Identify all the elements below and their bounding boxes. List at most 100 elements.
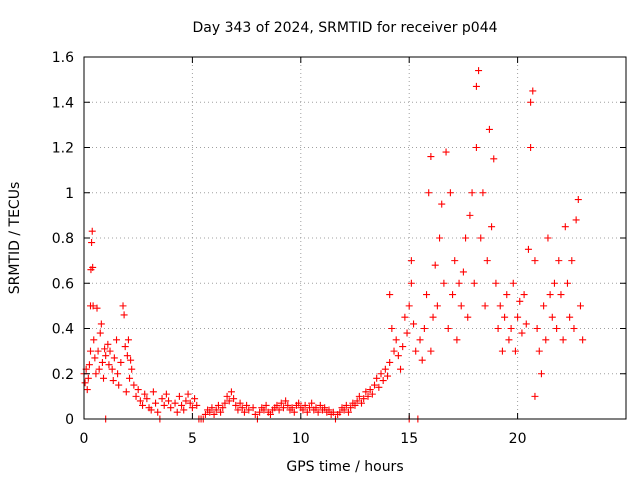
data-point [232,401,240,409]
data-point [113,336,121,344]
data-point [94,347,102,355]
data-point [154,408,162,416]
data-point [501,313,509,321]
data-point [574,196,582,204]
data-point [559,336,567,344]
data-point [119,302,127,310]
data-point [468,189,476,197]
data-point [416,336,424,344]
data-point [570,325,578,332]
data-point [366,386,374,394]
data-point [92,370,100,378]
data-point [498,347,506,355]
data-point [95,365,103,373]
data-point [93,304,101,312]
data-point [217,408,225,416]
y-tick-label: 0.6 [52,276,74,292]
data-point [557,291,565,299]
y-tick-label: 1 [65,186,74,202]
data-point [123,352,131,360]
data-point [449,291,457,299]
data-point [485,125,493,133]
data-point [384,372,392,380]
data-point [405,302,413,310]
data-point [89,302,97,310]
data-point [522,320,530,328]
x-tick-labels: 0 5 10 15 20 [80,431,527,447]
data-point [386,291,394,299]
data-point [490,155,498,163]
data-point [440,279,448,287]
data-point [240,408,248,416]
data-point [114,370,122,378]
chart-title: Day 343 of 2024, SRMTID for receiver p04… [192,20,497,36]
data-point [290,408,298,416]
data-point [579,336,587,344]
data-point [542,336,550,344]
data-point [544,234,552,242]
data-point [245,406,253,414]
data-point [342,401,350,409]
data-point [494,325,502,332]
data-point [375,383,383,391]
data-point [407,257,415,265]
data-point [91,354,99,362]
x-tick-label: 10 [292,431,310,447]
data-point [305,404,313,412]
data-point [362,388,370,396]
data-point [225,397,233,405]
data-point [223,392,231,400]
data-point [483,257,491,265]
data-point [221,399,229,407]
data-point [451,257,459,265]
data-point [572,216,580,224]
data-point [284,401,292,409]
data-point [505,336,513,344]
data-point [462,234,470,242]
data-point [524,245,532,253]
data-point [165,397,173,405]
data-point [143,395,151,403]
data-point [262,401,270,409]
data-point [234,406,242,414]
data-point [186,399,194,407]
data-point [358,399,366,407]
data-point [88,227,96,235]
data-point [344,408,352,416]
y-tick-label: 0 [65,412,74,428]
data-point [139,401,147,409]
data-point [392,336,400,344]
data-point [201,410,209,418]
data-point [236,399,244,407]
data-point [191,395,199,403]
data-point [212,406,220,414]
y-axis-label: SRMTID / TECUs [7,182,23,295]
data-point [206,408,214,416]
data-point [97,320,105,328]
data-point [360,395,368,403]
data-point [336,408,344,416]
data-point [167,404,175,412]
data-point [576,302,584,310]
data-point [503,291,511,299]
data-point [514,313,522,321]
data-point [321,404,329,412]
data-point [340,406,348,414]
x-tick-label: 0 [80,431,89,447]
data-point [243,401,251,409]
data-point [84,374,92,382]
data-point [427,347,435,355]
data-point [535,347,543,355]
y-tick-label: 0.4 [52,322,74,338]
y-tick-label: 0.8 [52,231,74,247]
data-point [507,325,515,332]
data-point [136,397,144,405]
data-point [438,200,446,208]
data-point [546,291,554,299]
data-point [122,388,130,396]
data-point [193,401,201,409]
data-point [433,302,441,310]
data-point [301,401,309,409]
data-point [277,399,285,407]
data-point [427,153,435,161]
